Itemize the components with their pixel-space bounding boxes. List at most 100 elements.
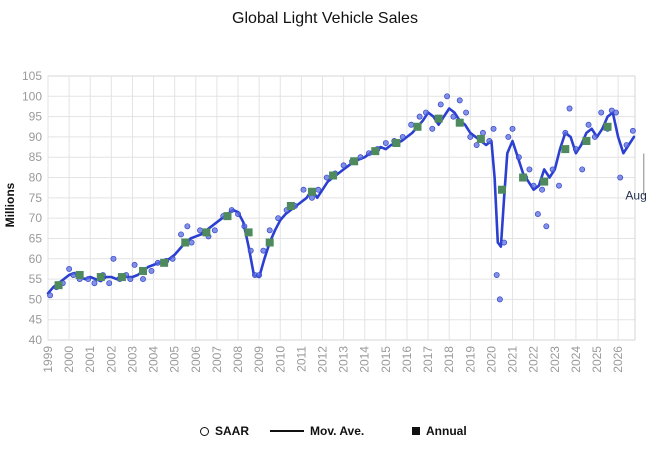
square-marker-icon bbox=[412, 427, 420, 435]
y-ticks: 40 45 50 55 60 65 70 75 80 85 90 95 100 105 bbox=[22, 69, 42, 347]
point-saar bbox=[106, 280, 113, 287]
point-saar bbox=[315, 186, 322, 193]
x-tick-label: 2008 bbox=[231, 346, 245, 373]
point-annual bbox=[265, 238, 274, 247]
x-tick-label: 1999 bbox=[41, 346, 55, 373]
point-annual bbox=[181, 238, 190, 247]
point-saar bbox=[543, 223, 550, 230]
point-annual bbox=[96, 273, 105, 282]
point-saar bbox=[275, 215, 282, 222]
legend-label-saar: SAAR bbox=[215, 424, 250, 438]
point-saar bbox=[480, 129, 486, 136]
point-saar bbox=[66, 265, 73, 272]
x-tick-label: 2015 bbox=[379, 346, 393, 373]
point-saar bbox=[566, 105, 573, 112]
point-saar bbox=[509, 125, 516, 132]
x-tick-label: 2026 bbox=[611, 346, 625, 373]
point-saar bbox=[184, 223, 191, 230]
point-saar bbox=[266, 227, 273, 234]
point-saar bbox=[399, 133, 406, 140]
point-saar bbox=[140, 276, 146, 283]
y-tick-label: 65 bbox=[29, 231, 43, 245]
point-saar bbox=[47, 292, 54, 299]
series bbox=[46, 93, 636, 303]
point-annual bbox=[519, 173, 528, 182]
point-annual bbox=[455, 118, 464, 127]
x-tick-label: 2019 bbox=[463, 346, 477, 373]
point-saar bbox=[178, 231, 184, 238]
point-saar bbox=[408, 121, 415, 128]
point-annual bbox=[329, 171, 338, 180]
point-saar bbox=[613, 109, 619, 116]
point-annual bbox=[350, 157, 359, 166]
x-tick-label: 2000 bbox=[62, 346, 76, 373]
x-tick-label: 2014 bbox=[358, 346, 372, 373]
point-saar bbox=[127, 276, 134, 283]
point-saar bbox=[496, 296, 503, 303]
y-tick-label: 85 bbox=[29, 150, 43, 164]
point-saar bbox=[365, 150, 372, 157]
x-tick-label: 2021 bbox=[506, 346, 520, 373]
point-saar bbox=[148, 268, 155, 274]
point-saar bbox=[382, 140, 389, 146]
y-tick-label: 50 bbox=[29, 292, 43, 306]
point-saar bbox=[444, 93, 451, 100]
point-saar bbox=[467, 133, 474, 140]
point-annual bbox=[392, 139, 401, 148]
y-tick-label: 80 bbox=[29, 171, 43, 185]
legend-label-annual: Annual bbox=[426, 424, 467, 438]
point-saar bbox=[534, 211, 541, 218]
point-saar bbox=[241, 223, 248, 230]
point-annual bbox=[244, 228, 253, 237]
point-annual bbox=[286, 201, 295, 210]
x-tick-label: 2022 bbox=[527, 346, 541, 373]
point-saar bbox=[228, 207, 235, 213]
x-tick-label: 2009 bbox=[252, 346, 266, 373]
x-tick-label: 2024 bbox=[569, 346, 583, 373]
y-tick-label: 105 bbox=[22, 69, 42, 83]
chart-title: Global Light Vehicle Sales bbox=[232, 10, 418, 27]
point-annual bbox=[371, 147, 380, 156]
point-annual bbox=[54, 281, 63, 290]
y-tick-label: 55 bbox=[29, 272, 43, 286]
x-tick-label: 2017 bbox=[421, 346, 435, 373]
point-saar bbox=[308, 194, 315, 201]
point-annual bbox=[117, 273, 126, 282]
x-tick-label: 2007 bbox=[210, 346, 224, 373]
point-saar bbox=[300, 186, 307, 193]
point-saar bbox=[323, 174, 330, 181]
legend-item-annual: Annual bbox=[412, 424, 467, 438]
point-saar bbox=[154, 259, 161, 266]
point-saar bbox=[169, 255, 176, 262]
x-tick-label: 2003 bbox=[125, 346, 139, 373]
point-saar bbox=[598, 109, 605, 116]
x-tick-label: 2006 bbox=[189, 346, 203, 373]
point-annual bbox=[223, 212, 232, 221]
legend-label-mov-ave: Mov. Ave. bbox=[310, 424, 365, 438]
line-marker-icon bbox=[270, 430, 304, 432]
y-tick-label: 45 bbox=[29, 313, 43, 327]
chart-svg: 40 45 50 55 60 65 70 75 80 85 90 95 100 105 1999 2000 2… bbox=[3, 69, 647, 373]
point-saar bbox=[493, 272, 500, 278]
point-annual bbox=[307, 187, 316, 196]
y-tick-label: 70 bbox=[29, 211, 43, 225]
grid bbox=[47, 75, 636, 341]
x-tick-label: 2001 bbox=[83, 346, 97, 373]
point-saar bbox=[188, 239, 195, 246]
point-saar bbox=[450, 113, 457, 120]
point-saar bbox=[260, 247, 267, 254]
point-saar bbox=[539, 186, 546, 193]
point-saar bbox=[486, 138, 493, 144]
point-saar bbox=[197, 227, 203, 234]
point-annual bbox=[413, 122, 422, 131]
point-annual bbox=[202, 228, 211, 237]
x-tick-label: 2018 bbox=[442, 346, 456, 373]
point-saar bbox=[211, 227, 218, 234]
point-annual bbox=[160, 258, 169, 267]
point-annual bbox=[434, 114, 443, 123]
x-tick-label: 2010 bbox=[273, 346, 287, 373]
point-saar bbox=[110, 255, 117, 262]
x-tick-label: 2016 bbox=[400, 346, 414, 373]
point-saar bbox=[617, 174, 624, 181]
x-tick-label: 2020 bbox=[484, 346, 498, 373]
